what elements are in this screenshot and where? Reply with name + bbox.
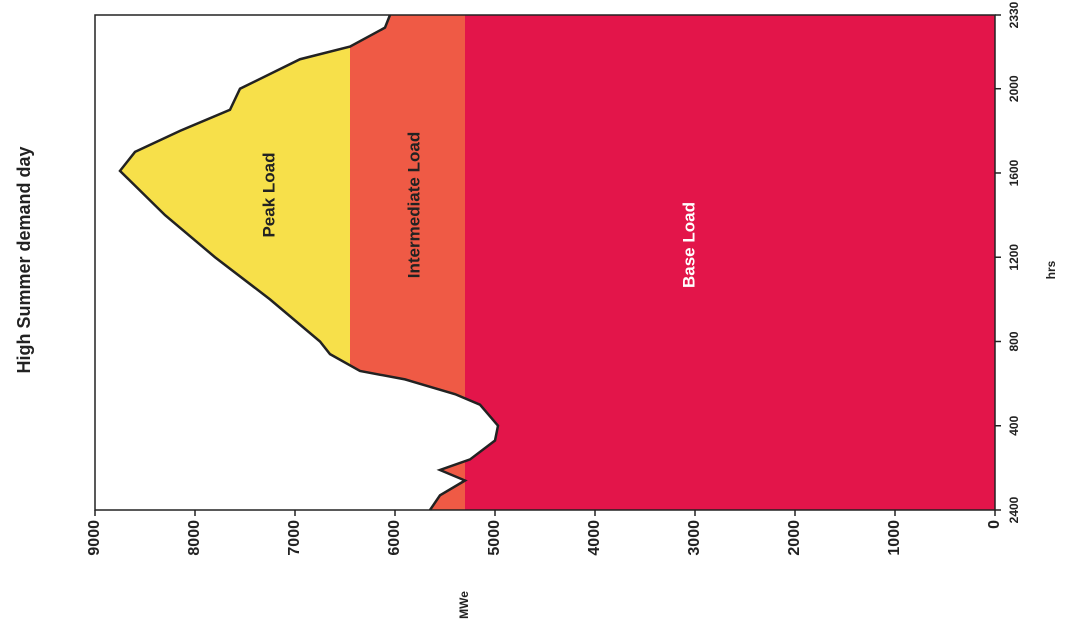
- y-tick-label: 7000: [286, 520, 303, 556]
- y-tick-label: 1000: [886, 520, 903, 556]
- load-bands: [120, 15, 995, 510]
- chart-title: High Summer demand day: [14, 146, 34, 373]
- y-tick-label: 3000: [686, 520, 703, 556]
- y-tick-label: 2000: [786, 520, 803, 556]
- y-tick-label: 0: [986, 520, 1003, 529]
- y-tick-label: 8000: [186, 520, 203, 556]
- x-tick-label: 800: [1007, 331, 1021, 351]
- y-tick-label: 6000: [386, 520, 403, 556]
- plot-frame: [94, 14, 996, 511]
- x-tick-label: 1600: [1007, 159, 1021, 186]
- demand-line: [118, 14, 500, 511]
- load-band: [465, 15, 995, 510]
- x-tick-label: 2000: [1007, 75, 1021, 102]
- band-label: Peak Load: [259, 152, 278, 237]
- y-tick-label: 4000: [586, 520, 603, 556]
- y-axis-label: MWe: [457, 591, 471, 619]
- x-tick-label: 1200: [1007, 244, 1021, 271]
- band-label: Base Load: [679, 202, 698, 288]
- x-tick-label: 400: [1007, 415, 1021, 435]
- y-tick-label: 9000: [86, 520, 103, 556]
- x-tick-label: 2330: [1007, 1, 1021, 28]
- x-tick-label: 2400: [1007, 496, 1021, 523]
- rotated-chart: High Summer demand day MWe hrs Base Load…: [14, 1, 1058, 619]
- band-label: Intermediate Load: [404, 132, 423, 278]
- x-axis-label: hrs: [1044, 260, 1058, 279]
- y-tick-label: 5000: [486, 520, 503, 556]
